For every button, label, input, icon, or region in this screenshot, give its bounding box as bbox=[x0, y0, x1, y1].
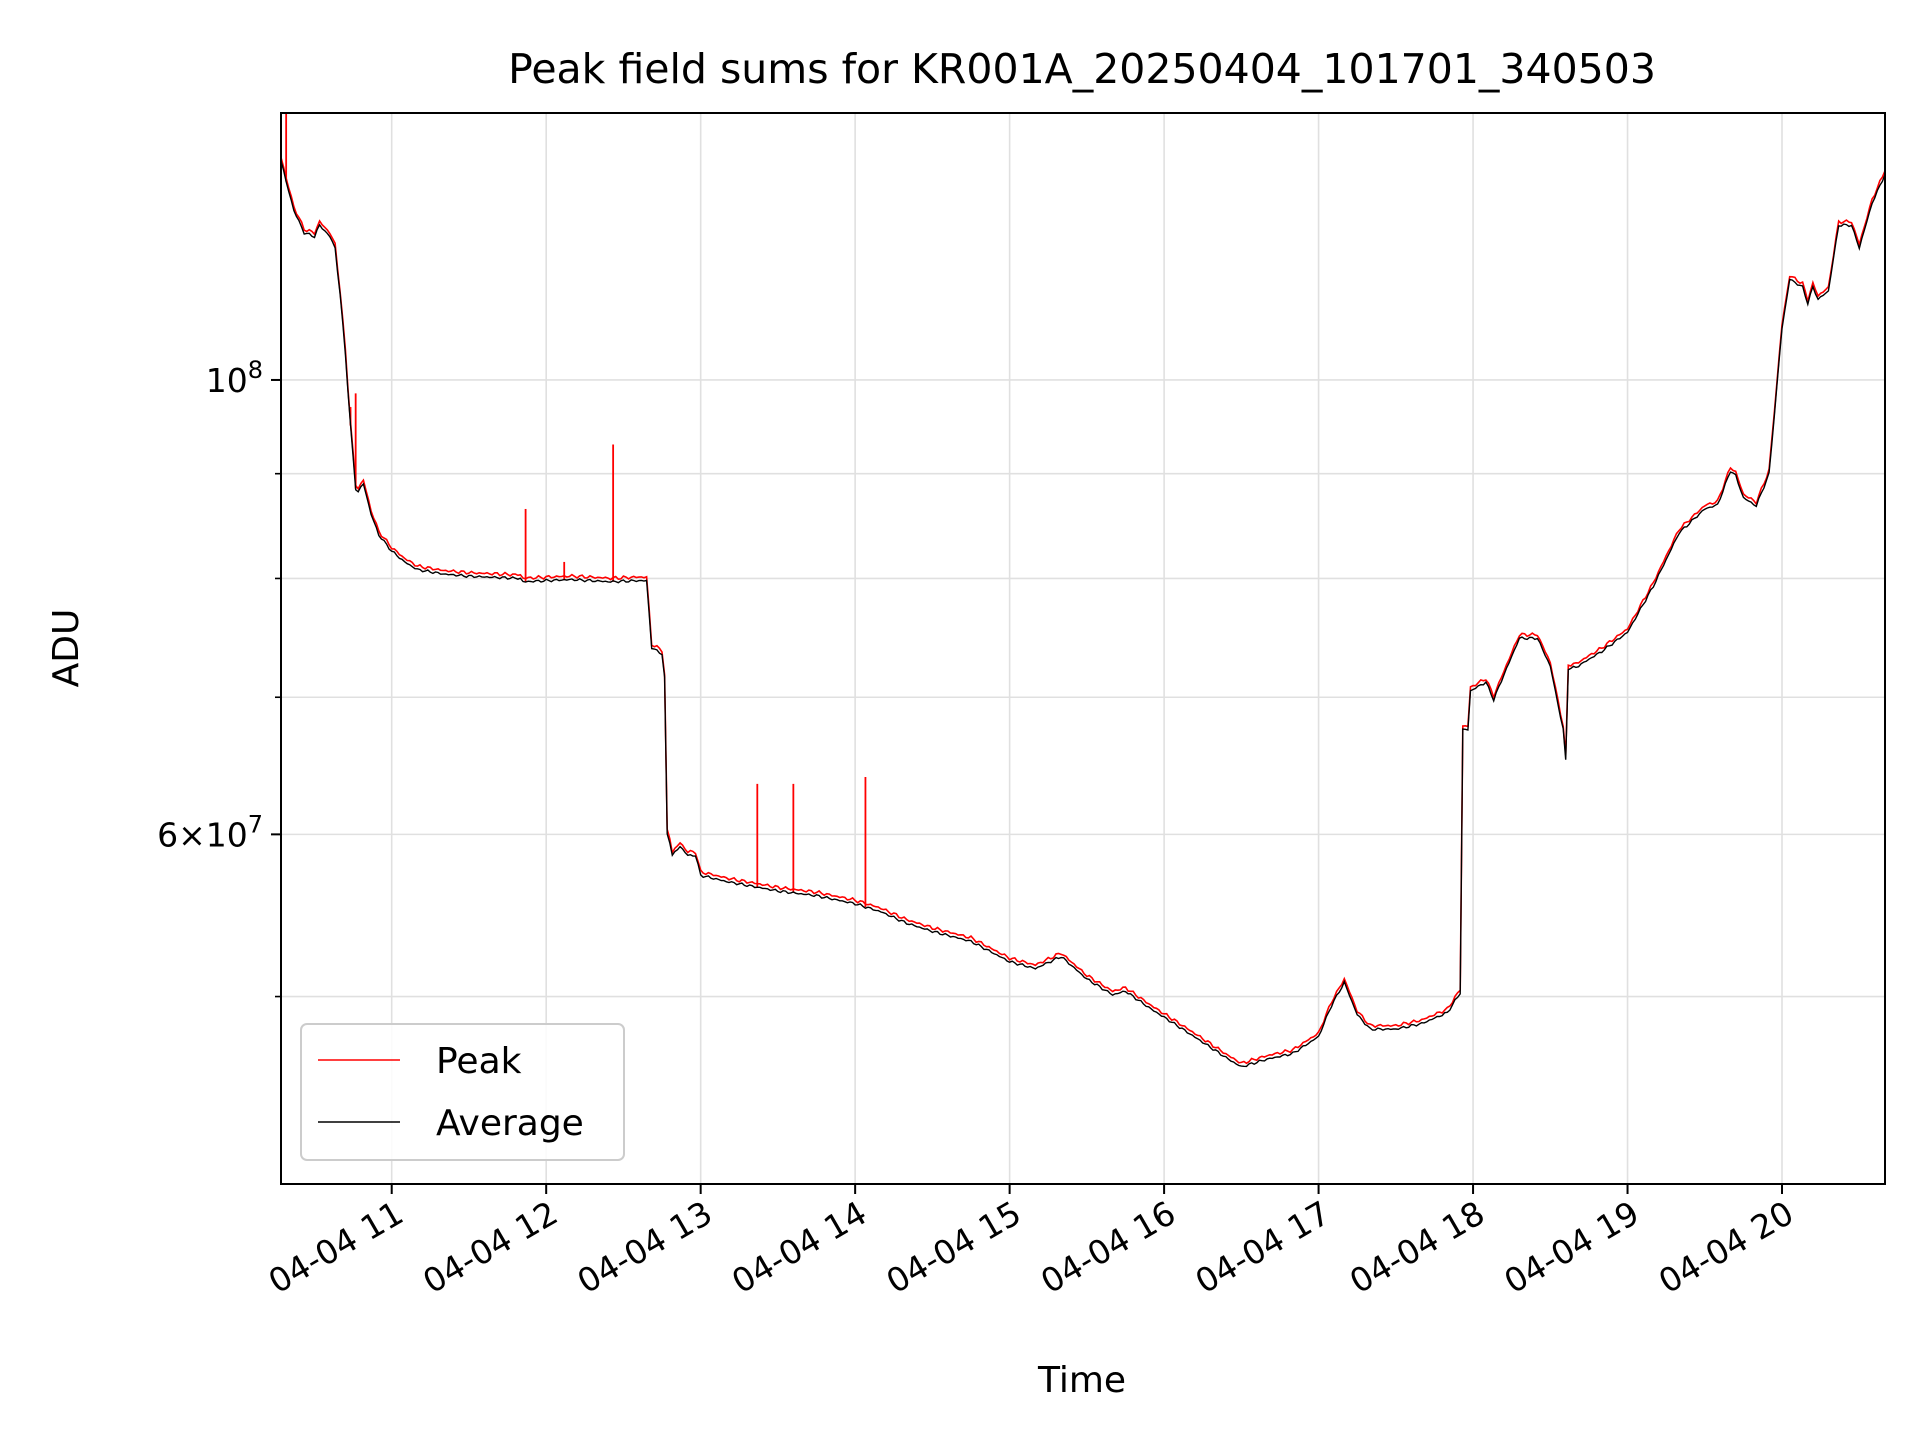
y-tick-label-base: 6 bbox=[157, 815, 178, 854]
gridlines bbox=[281, 113, 1885, 1184]
x-axis-label: Time bbox=[1037, 1360, 1126, 1401]
y-tick-label: 108 bbox=[206, 356, 263, 400]
series-layer bbox=[281, 113, 1885, 1068]
plot-area bbox=[280, 112, 1886, 1185]
legend-average-label: Average bbox=[436, 1103, 584, 1144]
series-peak-line bbox=[281, 157, 1885, 1065]
legend: Peak Average bbox=[300, 1023, 625, 1161]
legend-box bbox=[300, 1023, 625, 1161]
y-tick-label-ten: 10 bbox=[206, 361, 248, 400]
y-tick-label-ten: 10 bbox=[206, 815, 248, 854]
y-tick-label-times: × bbox=[178, 815, 206, 854]
chart-title: Peak field sums for KR001A_20250404_1017… bbox=[508, 45, 1656, 93]
y-tick-label-exp: 7 bbox=[248, 810, 263, 838]
y-tick-label: 6×107 bbox=[157, 810, 263, 854]
y-tick-label-exp: 8 bbox=[248, 356, 263, 384]
plot-frame bbox=[280, 112, 1886, 1185]
y-axis-label: ADU bbox=[46, 609, 87, 688]
series-average-line bbox=[281, 160, 1885, 1068]
legend-peak-label: Peak bbox=[436, 1041, 522, 1082]
